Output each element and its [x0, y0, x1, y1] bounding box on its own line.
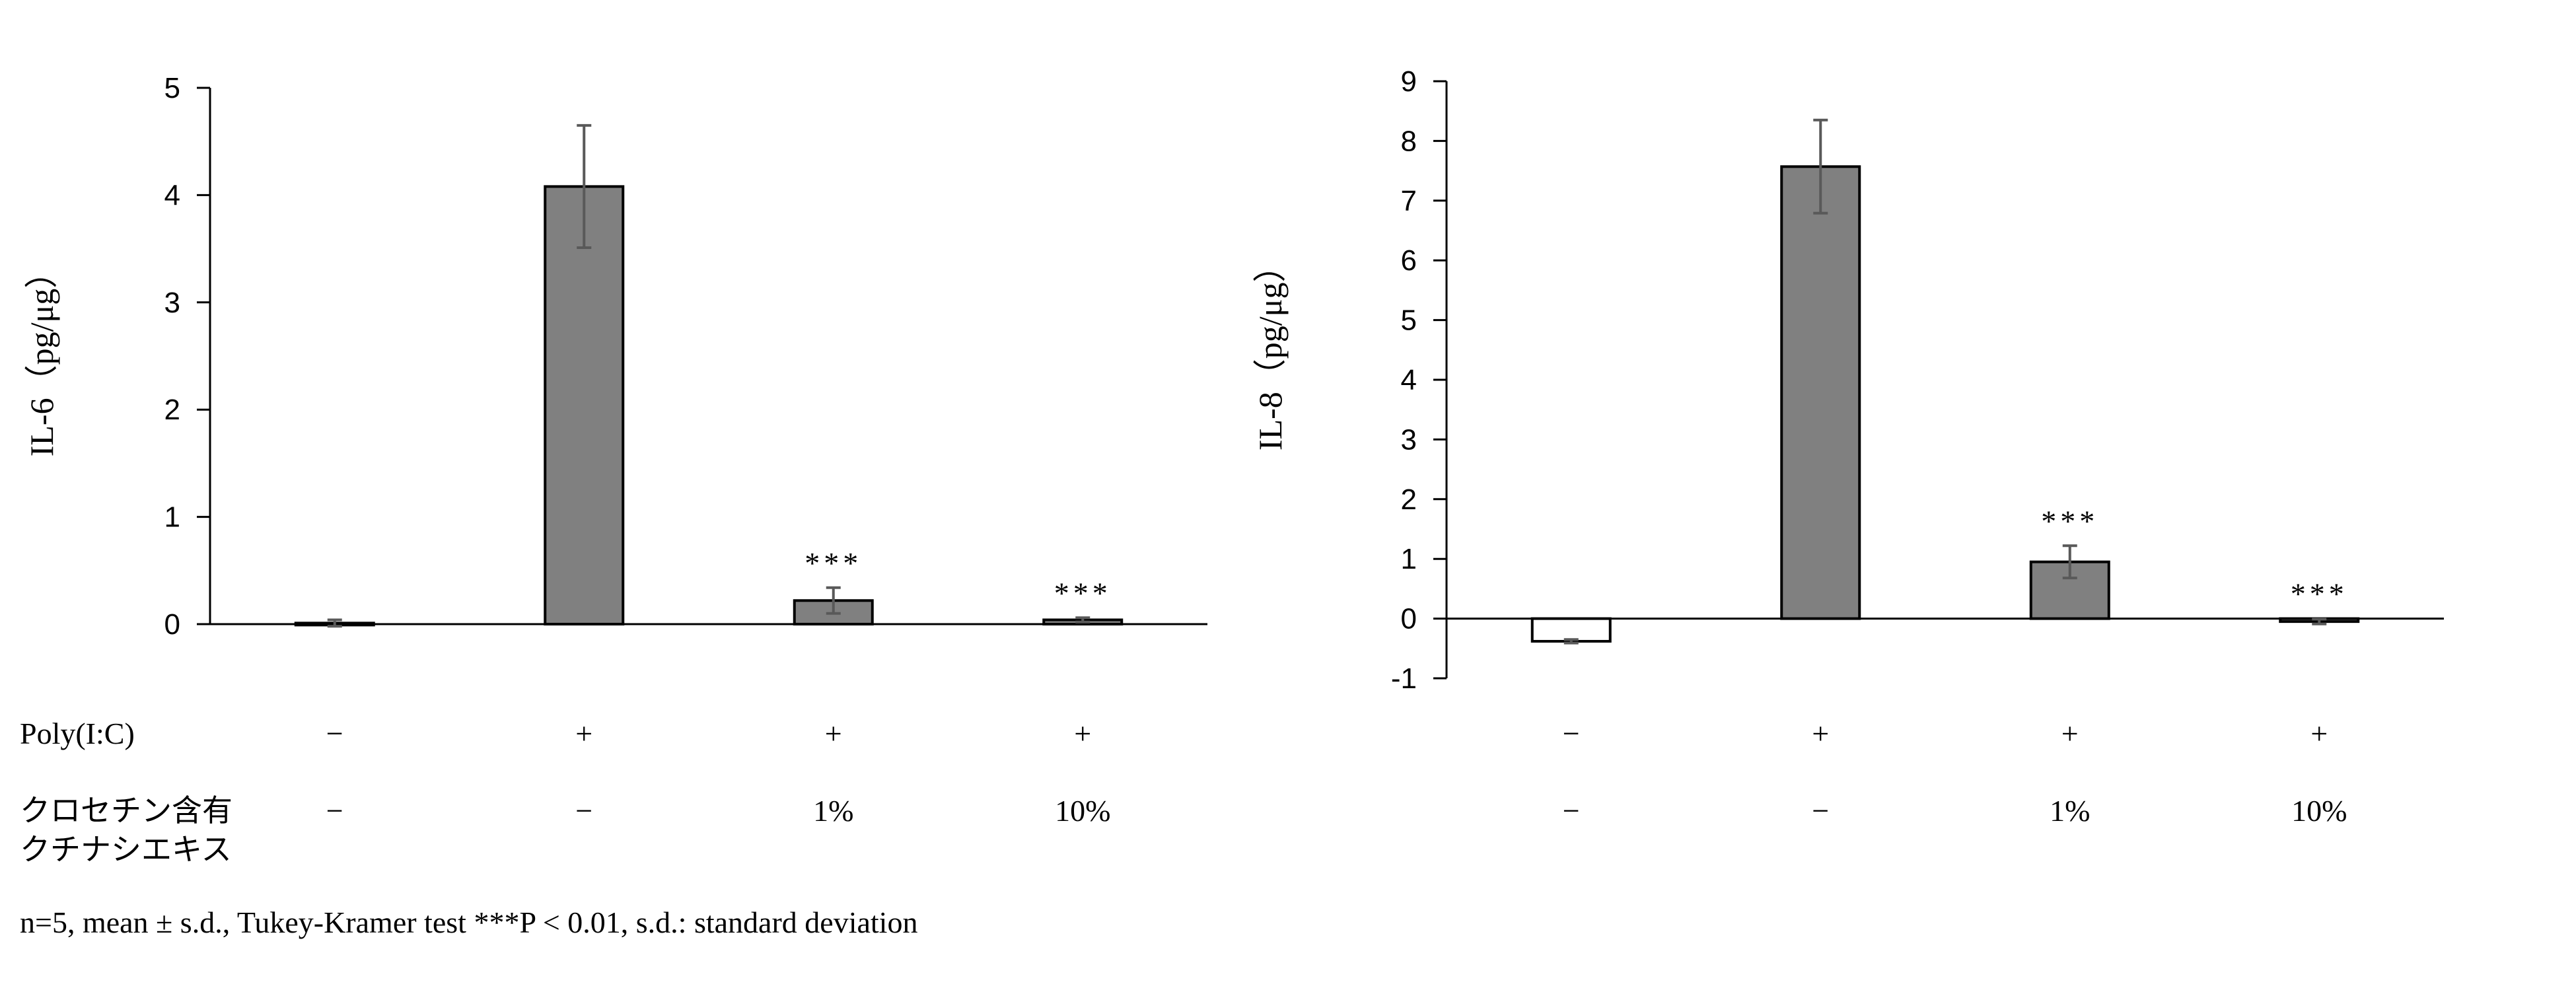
il6-significance: ***	[805, 546, 862, 580]
il8-poly-ic-cell: +	[1812, 717, 1829, 750]
il6-tick-label: 0	[164, 608, 180, 641]
il6-y-label: IL-6（pg/μg）	[23, 256, 60, 457]
il6-extract-cell: −	[575, 794, 592, 828]
il8-significance: ***	[2291, 577, 2348, 611]
il8-extract-cell: 1%	[2050, 794, 2090, 828]
il8-tick-label: 5	[1401, 304, 1417, 337]
il8-tick-label: 7	[1401, 185, 1417, 217]
il6-extract-cell: 1%	[813, 794, 853, 828]
row-label-extract-line2: クチナシエキス	[20, 833, 232, 867]
il8-poly-ic-cell: +	[2310, 717, 2328, 750]
il6-extract-cell: 10%	[1055, 794, 1110, 828]
il6-tick-label: 1	[164, 501, 180, 534]
row-label-poly-ic: Poly(I:C)	[20, 717, 135, 750]
il6-tick-label: 5	[164, 72, 180, 104]
il6-poly-ic-cell: +	[825, 717, 842, 750]
il6-poly-ic-cell: −	[326, 717, 343, 750]
il8-chart: -1 0 1 2 3 4 5 6 7 8 9 *** *** IL-8（pg/μg） − + + + − − 1% 10%	[1252, 65, 2444, 828]
il8-extract-cell: −	[1563, 794, 1580, 828]
il8-tick-label: -1	[1391, 662, 1417, 695]
il6-significance: ***	[1054, 576, 1112, 610]
il8-tick-label: 9	[1401, 65, 1417, 98]
il8-poly-ic-cell: +	[2061, 717, 2079, 750]
il8-tick-label: 1	[1401, 543, 1417, 575]
il6-chart: 0 1 2 3 4 5 *** *** IL-6（pg/μg） − + + + − − 1% 10%	[23, 72, 1207, 828]
il8-y-label: IL-8（pg/μg）	[1252, 250, 1289, 451]
il6-tick-label: 2	[164, 394, 180, 426]
il8-bar	[1780, 165, 1861, 620]
il8-tick-label: 2	[1401, 483, 1417, 516]
il8-significance: ***	[2041, 504, 2098, 538]
il8-bar	[1530, 617, 1612, 643]
il6-poly-ic-cell: +	[575, 717, 592, 750]
il6-tick-label: 3	[164, 287, 180, 319]
row-label-extract-line1: クロセチン含有	[20, 794, 233, 828]
il6-bar	[544, 185, 625, 625]
il8-tick-label: 8	[1401, 125, 1417, 157]
il8-tick-label: 3	[1401, 423, 1417, 456]
il8-extract-cell: −	[1812, 794, 1829, 828]
il8-tick-label: 4	[1401, 364, 1417, 396]
il8-tick-label: 6	[1401, 244, 1417, 277]
il6-extract-cell: −	[326, 794, 343, 828]
il6-tick-label: 4	[164, 179, 180, 211]
footnote: n=5, mean ± s.d., Tukey-Kramer test ***P…	[20, 905, 917, 939]
il6-poly-ic-cell: +	[1074, 717, 1091, 750]
il8-extract-cell: 10%	[2291, 794, 2347, 828]
il8-poly-ic-cell: −	[1563, 717, 1580, 750]
il8-tick-label: 0	[1401, 603, 1417, 635]
